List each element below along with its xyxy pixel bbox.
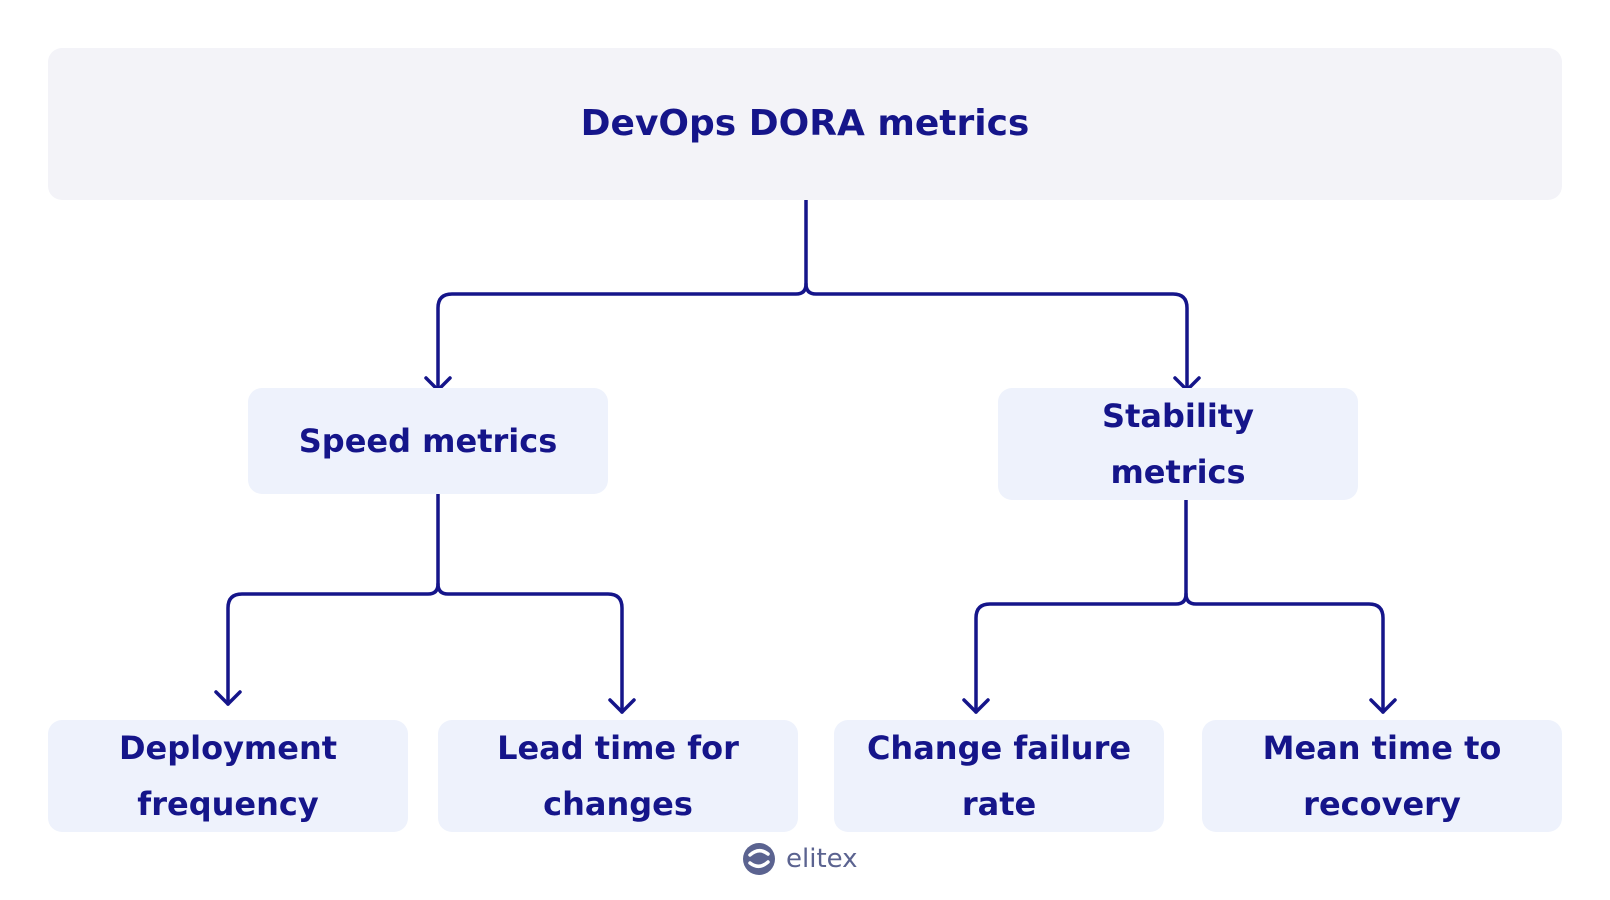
connector <box>436 198 808 390</box>
node: Speed metrics <box>248 388 608 494</box>
node: Change failure rate <box>834 720 1164 832</box>
root-node: DevOps DORA metrics <box>48 48 1562 200</box>
node: Deployment frequency <box>48 720 408 832</box>
connector <box>1184 592 1385 714</box>
connector <box>974 498 1188 714</box>
arrowheads <box>962 698 1397 714</box>
node: Mean time to recovery <box>1202 720 1562 832</box>
logo-icon <box>743 843 775 875</box>
connector <box>226 492 440 706</box>
node: Stability metrics <box>998 388 1358 500</box>
node: Lead time for changes <box>438 720 798 832</box>
connector <box>804 282 1189 390</box>
connector <box>436 582 624 714</box>
arrowheads <box>214 690 636 714</box>
logo: elitex <box>742 842 858 876</box>
logo-text: elitex <box>786 844 858 874</box>
